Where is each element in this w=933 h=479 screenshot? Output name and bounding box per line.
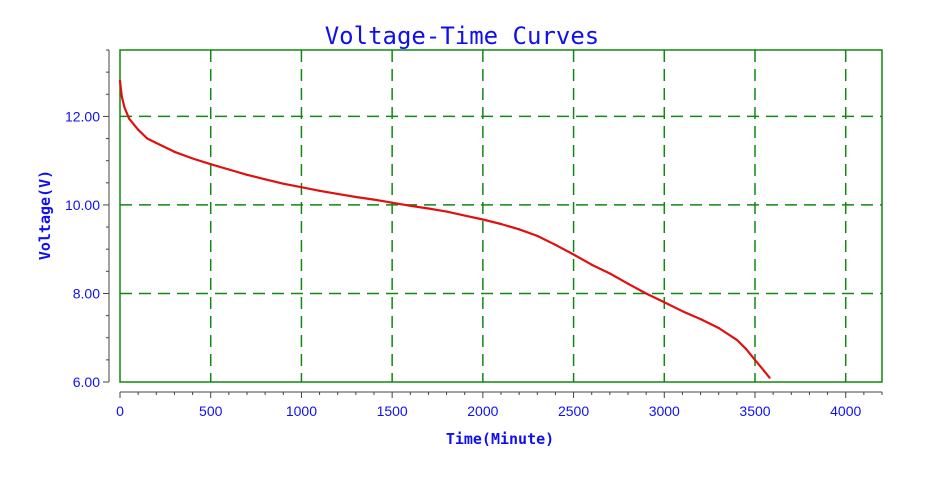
y-tick-label: 10.00	[65, 197, 100, 213]
data-point	[445, 210, 448, 213]
plot-frame	[119, 49, 883, 383]
data-point	[762, 369, 766, 373]
data-point	[245, 173, 249, 176]
data-point	[717, 326, 720, 330]
data-point	[699, 318, 702, 321]
data-point	[127, 117, 131, 120]
x-tick-label: 0	[116, 403, 124, 419]
y-tick-label: 6.00	[73, 374, 100, 390]
data-point	[463, 214, 466, 217]
data-point	[554, 243, 557, 246]
data-point	[118, 79, 122, 83]
x-tick-label: 1000	[286, 403, 317, 419]
data-point	[427, 207, 430, 210]
data-point	[123, 106, 126, 109]
grid-lines	[120, 50, 882, 382]
data-point	[391, 201, 394, 204]
axes	[103, 49, 883, 398]
y-tick-label: 8.00	[73, 285, 100, 301]
data-point	[681, 310, 684, 313]
y-axis-label: Voltage(V)	[36, 170, 54, 260]
data-point	[146, 137, 149, 140]
x-tick-label: 2500	[558, 403, 589, 419]
data-point	[191, 157, 194, 160]
x-tick-label: 3000	[649, 403, 680, 419]
series-layer	[118, 79, 771, 379]
x-tick-label: 4000	[830, 403, 861, 419]
data-point	[282, 182, 285, 185]
data-point	[499, 222, 503, 226]
data-point	[608, 272, 611, 275]
data-point	[518, 228, 521, 231]
x-tick-label: 2000	[467, 403, 498, 419]
data-point	[227, 168, 230, 171]
data-point	[354, 195, 357, 199]
data-point	[481, 218, 484, 221]
data-point	[744, 347, 748, 350]
data-point	[137, 128, 140, 131]
data-point	[264, 178, 267, 181]
data-point	[768, 376, 771, 379]
chart-title: Voltage-Time Curves	[325, 22, 600, 50]
x-tick-label: 500	[199, 403, 223, 419]
x-axis-label: Time(Minute)	[446, 430, 554, 448]
y-tick-label: 12.00	[65, 108, 100, 124]
data-point	[300, 186, 303, 189]
data-point	[372, 198, 376, 201]
data-point	[753, 358, 757, 361]
data-point	[663, 301, 666, 304]
data-point	[735, 338, 738, 342]
x-tick-label: 3500	[739, 403, 770, 419]
series-line	[118, 79, 771, 379]
data-point	[120, 95, 123, 98]
data-point	[536, 234, 539, 238]
data-point	[590, 263, 593, 266]
data-point	[572, 253, 575, 256]
data-point	[409, 204, 412, 207]
data-point	[155, 141, 158, 145]
tick-labels: 6.00 8.00 10.00 12.00 0 500 1000 1500 2000 2500 30…	[65, 108, 862, 419]
data-point	[173, 150, 176, 153]
data-point	[209, 163, 212, 166]
data-point	[318, 189, 321, 192]
data-point	[626, 282, 630, 285]
data-point	[336, 192, 339, 195]
x-tick-label: 1500	[377, 403, 408, 419]
data-point	[645, 292, 648, 295]
